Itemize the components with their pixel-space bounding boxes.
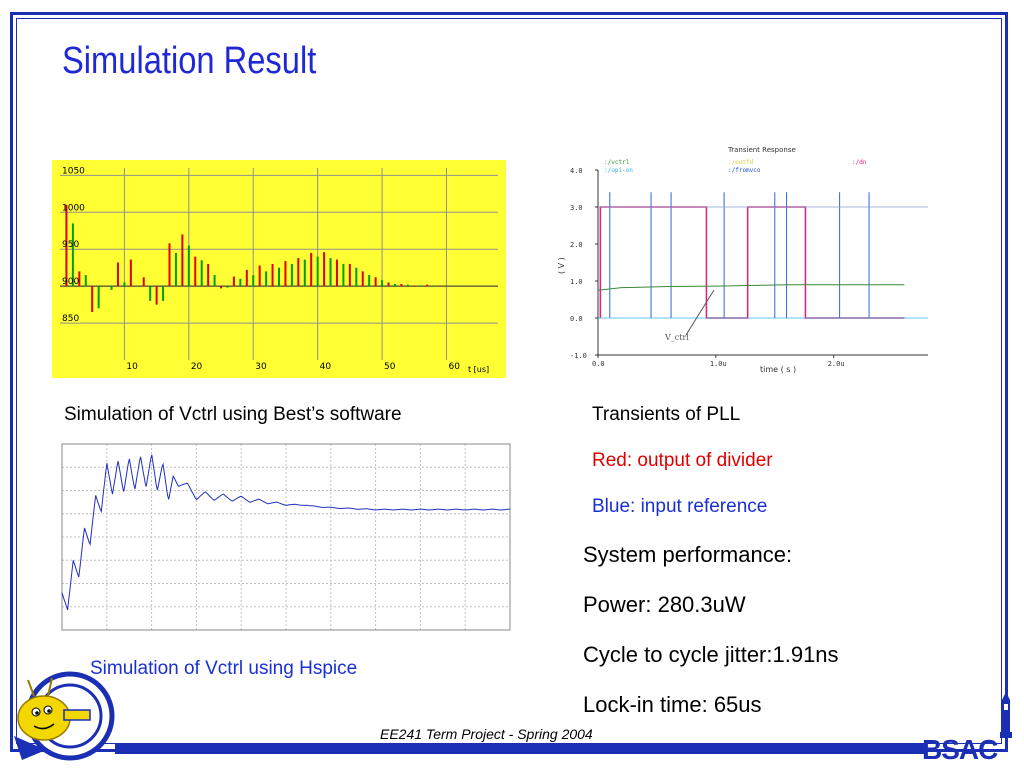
x-tick-label: 2.0u [828, 360, 845, 368]
y-tick-label: 1050 [62, 166, 85, 176]
footer-line [115, 752, 925, 754]
y-tick-label: 1.0 [570, 278, 583, 286]
plot-border [61, 443, 511, 631]
slide-title: Simulation Result [62, 40, 317, 82]
y-tick-label: 3.0 [570, 204, 583, 212]
slide-frame-outer [10, 12, 1008, 752]
footer-band [115, 744, 925, 750]
chart-best-vctrl: 1050 1000 950 900 850 10 20 30 40 50 60 t [us] [52, 160, 506, 378]
y-tick-label: 850 [62, 314, 79, 324]
footer-text: EE241 Term Project - Spring 2004 [380, 726, 593, 742]
x-tick-label: 10 [126, 362, 138, 372]
y-tick-label: 4.0 [570, 167, 583, 175]
x-tick-label: 50 [384, 362, 396, 372]
legend-entry: :/outfd [728, 159, 754, 166]
x-tick-label: 40 [320, 362, 332, 372]
university-seal-logo [14, 671, 115, 761]
slide-frame-inner [16, 18, 1002, 744]
legend-entry: :/fromvco [728, 167, 761, 174]
y-tick-label: 0.0 [570, 315, 583, 323]
caption-blue: Blue: input reference [592, 496, 768, 517]
y-tick-label: 900 [62, 277, 79, 287]
x-tick-label: 30 [255, 362, 267, 372]
chart-title: Transient Response [727, 146, 796, 154]
x-axis-label: time ( s ) [760, 365, 796, 374]
vctrl-trace [597, 284, 905, 291]
caption-red: Red: output of divider [592, 450, 773, 471]
annotation-arrow [685, 289, 715, 336]
x-tick-label: 1.0u [710, 360, 727, 368]
legend-entry: :/vctrl [604, 159, 630, 166]
perf-jitter: Cycle to cycle jitter:1.91ns [583, 642, 839, 667]
plot-background [548, 140, 940, 378]
caption-best: Simulation of Vctrl using Best’s softwar… [64, 404, 402, 425]
perf-power: Power: 280.3uW [583, 592, 746, 617]
y-axis-label: ( V ) [557, 257, 566, 274]
legend-entry: :/upi-on [604, 167, 633, 174]
x-tick-label: 0.0 [592, 360, 605, 368]
y-tick-label: 2.0 [570, 241, 583, 249]
x-tick-label: 20 [191, 362, 203, 372]
hspice-trace [61, 454, 511, 611]
campanile-tower-icon [1000, 692, 1012, 738]
caption-transients: Transients of PLL [592, 404, 741, 425]
y-tick-label: 950 [62, 240, 79, 250]
bsac-logo: BSAC [922, 734, 998, 765]
legend-entry: :/dn [852, 159, 867, 166]
y-tick-label: -1.0 [570, 352, 587, 360]
perf-heading: System performance: [583, 542, 793, 567]
x-tick-label: 60 [448, 362, 460, 372]
y-tick-label: 1000 [62, 203, 85, 213]
chart-hspice-vctrl [58, 440, 514, 636]
perf-lock: Lock-in time: 65us [583, 692, 762, 717]
x-axis-label: t [us] [468, 365, 489, 374]
chart-transient-response: Transient Response :/vctrl:/upi-on :/from… [548, 140, 940, 378]
vctrl-annotation: V_ctrl [664, 333, 689, 342]
caption-hspice: Simulation of Vctrl using Hspice [90, 658, 358, 679]
